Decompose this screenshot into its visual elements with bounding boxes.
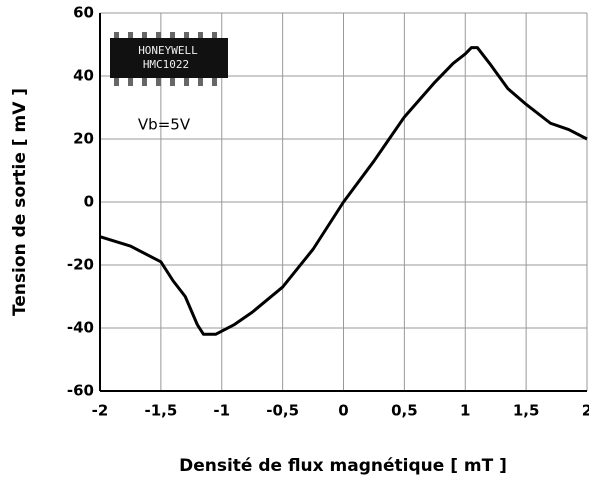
x-tick-label: 2 — [582, 402, 589, 420]
x-tick-label: -0,5 — [266, 402, 299, 420]
y-axis-label: Tension de sortie [ mV ] — [10, 88, 30, 316]
annotation: Vb=5V — [138, 116, 191, 134]
chip-pins — [114, 32, 217, 86]
x-tick-label: 1 — [460, 402, 470, 420]
x-tick-label: 0,5 — [391, 402, 418, 420]
x-tick-label: -2 — [92, 402, 109, 420]
x-tick-label: -1,5 — [144, 402, 177, 420]
y-tick-label: -60 — [67, 382, 94, 400]
x-tick-label: 1,5 — [513, 402, 540, 420]
y-tick-label: 60 — [73, 4, 94, 22]
data-line — [99, 46, 588, 336]
y-tick-label: 20 — [73, 130, 94, 148]
chip-label: HONEYWELL — [138, 44, 198, 57]
x-tick-label: -1 — [213, 402, 230, 420]
x-axis-label: Densité de flux magnétique [ mT ] — [179, 456, 507, 476]
y-tick-label: -20 — [67, 256, 94, 274]
y-tick-label: 40 — [73, 67, 94, 85]
plot: -2 -1,5 -1 -0,5 0 0,5 1 1,5 2 -60 -40 -20 0 20 40 60 — [67, 4, 589, 420]
chip-inset: HONEYWELL HMC1022 Vb=5V — [110, 32, 228, 134]
x-tick-label: 0 — [338, 402, 348, 420]
chip-body — [110, 38, 228, 78]
y-tick-label: -40 — [67, 319, 94, 337]
chip-label: HMC1022 — [143, 58, 189, 71]
y-tick-label: 0 — [84, 193, 94, 211]
